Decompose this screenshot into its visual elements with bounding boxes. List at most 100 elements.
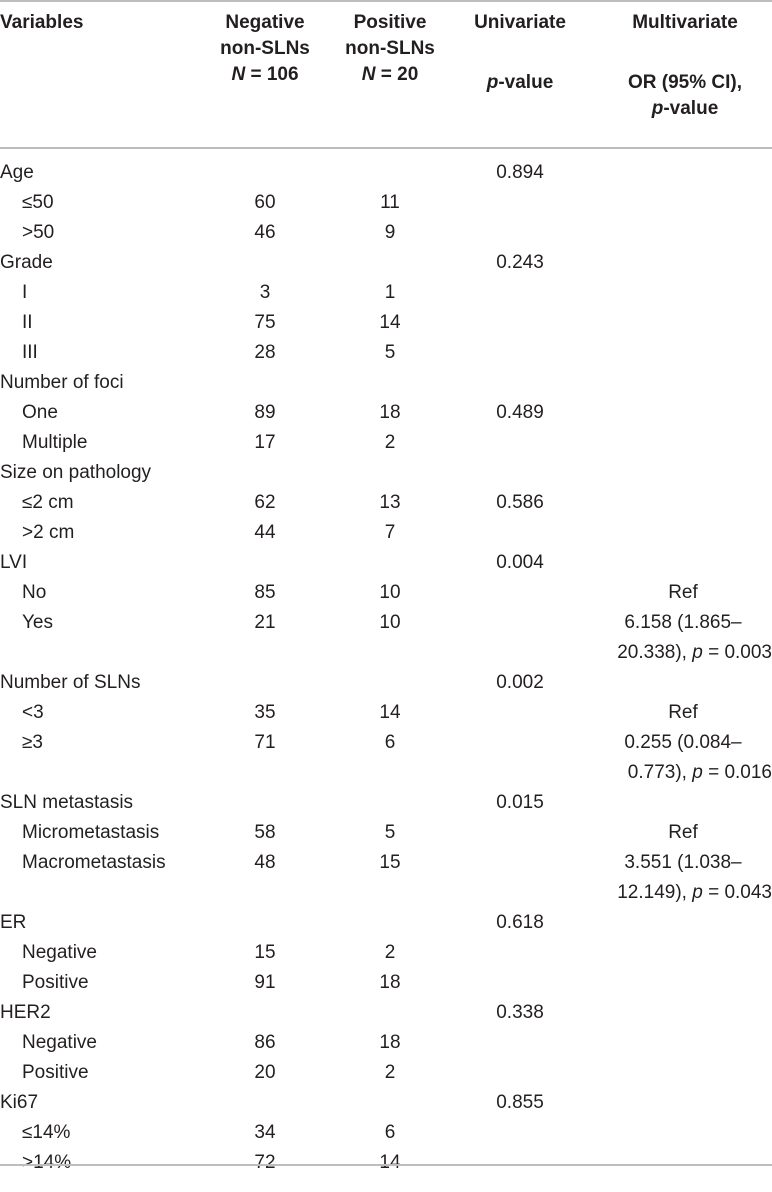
table-row-subcategory: >2 cm 44 7 [0, 518, 772, 548]
cell-variable-label: No [22, 582, 47, 603]
cell-multivariate-or: 3.551 (1.038– 12.149), p = 0.043 [582, 848, 772, 908]
cell-negative-count: 60 [254, 192, 276, 213]
cell-negative-count: 34 [254, 1122, 276, 1143]
table-row-variable: ER 0.618 [0, 908, 772, 938]
header-positive-line: non-SLNs [345, 38, 435, 59]
table-row-subcategory: No 85 10 Ref [0, 578, 772, 608]
cell-negative-count: 58 [254, 822, 276, 843]
cell-negative-count: 46 [254, 222, 276, 243]
multivariate-line: 0.773), p = 0.016 [627, 762, 772, 783]
cell-variable-label: >2 cm [22, 522, 75, 543]
cell-variable-label: <3 [22, 702, 44, 723]
cell-variable-label: Ki67 [0, 1092, 39, 1113]
multivariate-line: Ref [668, 702, 698, 723]
header-multivariate-or: OR (95% CI), [627, 72, 743, 93]
cell-negative-count: 89 [254, 402, 276, 423]
header-univariate-pvalue: p-value [486, 72, 554, 93]
cell-positive-count: 14 [379, 702, 401, 723]
header-univariate: Univariate p-value [462, 10, 578, 96]
cell-negative-count: 17 [254, 432, 276, 453]
table-row-subcategory: Yes 21 10 6.158 (1.865– 20.338), p = 0.003 [0, 608, 772, 668]
header-univariate-line: Univariate [474, 12, 566, 33]
cell-variable-label: ≤50 [22, 192, 54, 213]
cell-variable-label: ER [0, 912, 27, 933]
cell-variable-label: Number of foci [0, 372, 124, 393]
cell-variable-label: LVI [0, 552, 28, 573]
table-body: Age 0.894 ≤50 60 11 >50 46 9 Grade 0.243 I 3 1 II 75 14… [0, 158, 772, 1178]
header-rule [0, 147, 772, 149]
cell-variable-label: II [22, 312, 33, 333]
cell-negative-count: 62 [254, 492, 276, 513]
table-row-subcategory: Multiple 17 2 [0, 428, 772, 458]
cell-positive-count: 10 [379, 582, 401, 603]
cell-multivariate-or: 0.255 (0.084– 0.773), p = 0.016 [582, 728, 772, 788]
table-row-subcategory: One 89 18 0.489 [0, 398, 772, 428]
table-row-subcategory: ≤14% 34 6 [0, 1118, 772, 1148]
table-row-variable: HER2 0.338 [0, 998, 772, 1028]
cell-negative-count: 35 [254, 702, 276, 723]
cell-positive-count: 5 [384, 822, 396, 843]
cell-positive-count: 2 [384, 1062, 396, 1083]
cell-positive-count: 18 [379, 1032, 401, 1053]
multivariate-line: 3.551 (1.038– [624, 852, 742, 873]
table-row-subcategory: Negative 15 2 [0, 938, 772, 968]
cell-univariate-pvalue: 0.338 [496, 1002, 544, 1023]
table-row-subcategory: Macrometastasis 48 15 3.551 (1.038– 12.149),… [0, 848, 772, 908]
multivariate-line: Ref [668, 822, 698, 843]
cell-multivariate-or: 6.158 (1.865– 20.338), p = 0.003 [582, 608, 772, 668]
cell-variable-label: Micrometastasis [22, 822, 160, 843]
table-row-subcategory: Negative 86 18 [0, 1028, 772, 1058]
cell-positive-count: 1 [384, 282, 396, 303]
multivariate-line: Ref [668, 582, 698, 603]
header-multivariate-pvalue: p-value [651, 98, 719, 119]
header-negative-non-slns: Negative non-SLNs N = 106 [210, 10, 320, 88]
cell-variable-label: Negative [22, 942, 97, 963]
cell-univariate-pvalue: 0.855 [496, 1092, 544, 1113]
cell-negative-count: 72 [254, 1152, 276, 1173]
cell-variable-label: SLN metastasis [0, 792, 134, 813]
cell-univariate-pvalue: 0.004 [496, 552, 544, 573]
table-row-subcategory: <3 35 14 Ref [0, 698, 772, 728]
cell-multivariate-or: Ref [582, 698, 772, 728]
cell-negative-count: 48 [254, 852, 276, 873]
bottom-rule [0, 1164, 772, 1166]
table-row-variable: LVI 0.004 [0, 548, 772, 578]
cell-variable-label: III [22, 342, 38, 363]
cell-variable-label: HER2 [0, 1002, 51, 1023]
cell-negative-count: 20 [254, 1062, 276, 1083]
cell-positive-count: 10 [379, 612, 401, 633]
table-row-subcategory: ≤50 60 11 [0, 188, 772, 218]
table-row-subcategory: I 3 1 [0, 278, 772, 308]
multivariate-line: 20.338), p = 0.003 [617, 642, 772, 663]
cell-variable-label: ≥3 [22, 732, 43, 753]
cell-multivariate-or: Ref [582, 578, 772, 608]
header-negative-n: N = 106 [231, 64, 299, 85]
cell-variable-label: Number of SLNs [0, 672, 141, 693]
cell-variable-label: >50 [22, 222, 55, 243]
cell-variable-label: >14% [22, 1152, 72, 1173]
cell-variable-label: Positive [22, 1062, 89, 1083]
table-row-subcategory: >14% 72 14 [0, 1148, 772, 1178]
cell-univariate-pvalue: 0.243 [496, 252, 544, 273]
cell-variable-label: Negative [22, 1032, 97, 1053]
cell-negative-count: 28 [254, 342, 276, 363]
cell-variable-label: Macrometastasis [22, 852, 166, 873]
header-negative-line: Negative [225, 12, 305, 33]
cell-univariate-pvalue: 0.489 [496, 402, 544, 423]
cell-negative-count: 21 [254, 612, 276, 633]
cell-variable-label: Grade [0, 252, 53, 273]
cell-positive-count: 13 [379, 492, 401, 513]
header-multivariate-line: Multivariate [632, 12, 738, 33]
header-positive-non-slns: Positive non-SLNs N = 20 [335, 10, 445, 88]
cell-negative-count: 71 [254, 732, 276, 753]
cell-variable-label: Size on pathology [0, 462, 152, 483]
header-negative-line: non-SLNs [220, 38, 310, 59]
cell-univariate-pvalue: 0.002 [496, 672, 544, 693]
cell-univariate-pvalue: 0.586 [496, 492, 544, 513]
multivariate-line: 6.158 (1.865– [624, 612, 742, 633]
cell-negative-count: 86 [254, 1032, 276, 1053]
cell-negative-count: 91 [254, 972, 276, 993]
cell-positive-count: 18 [379, 972, 401, 993]
cell-positive-count: 2 [384, 432, 396, 453]
header-positive-line: Positive [353, 12, 427, 33]
